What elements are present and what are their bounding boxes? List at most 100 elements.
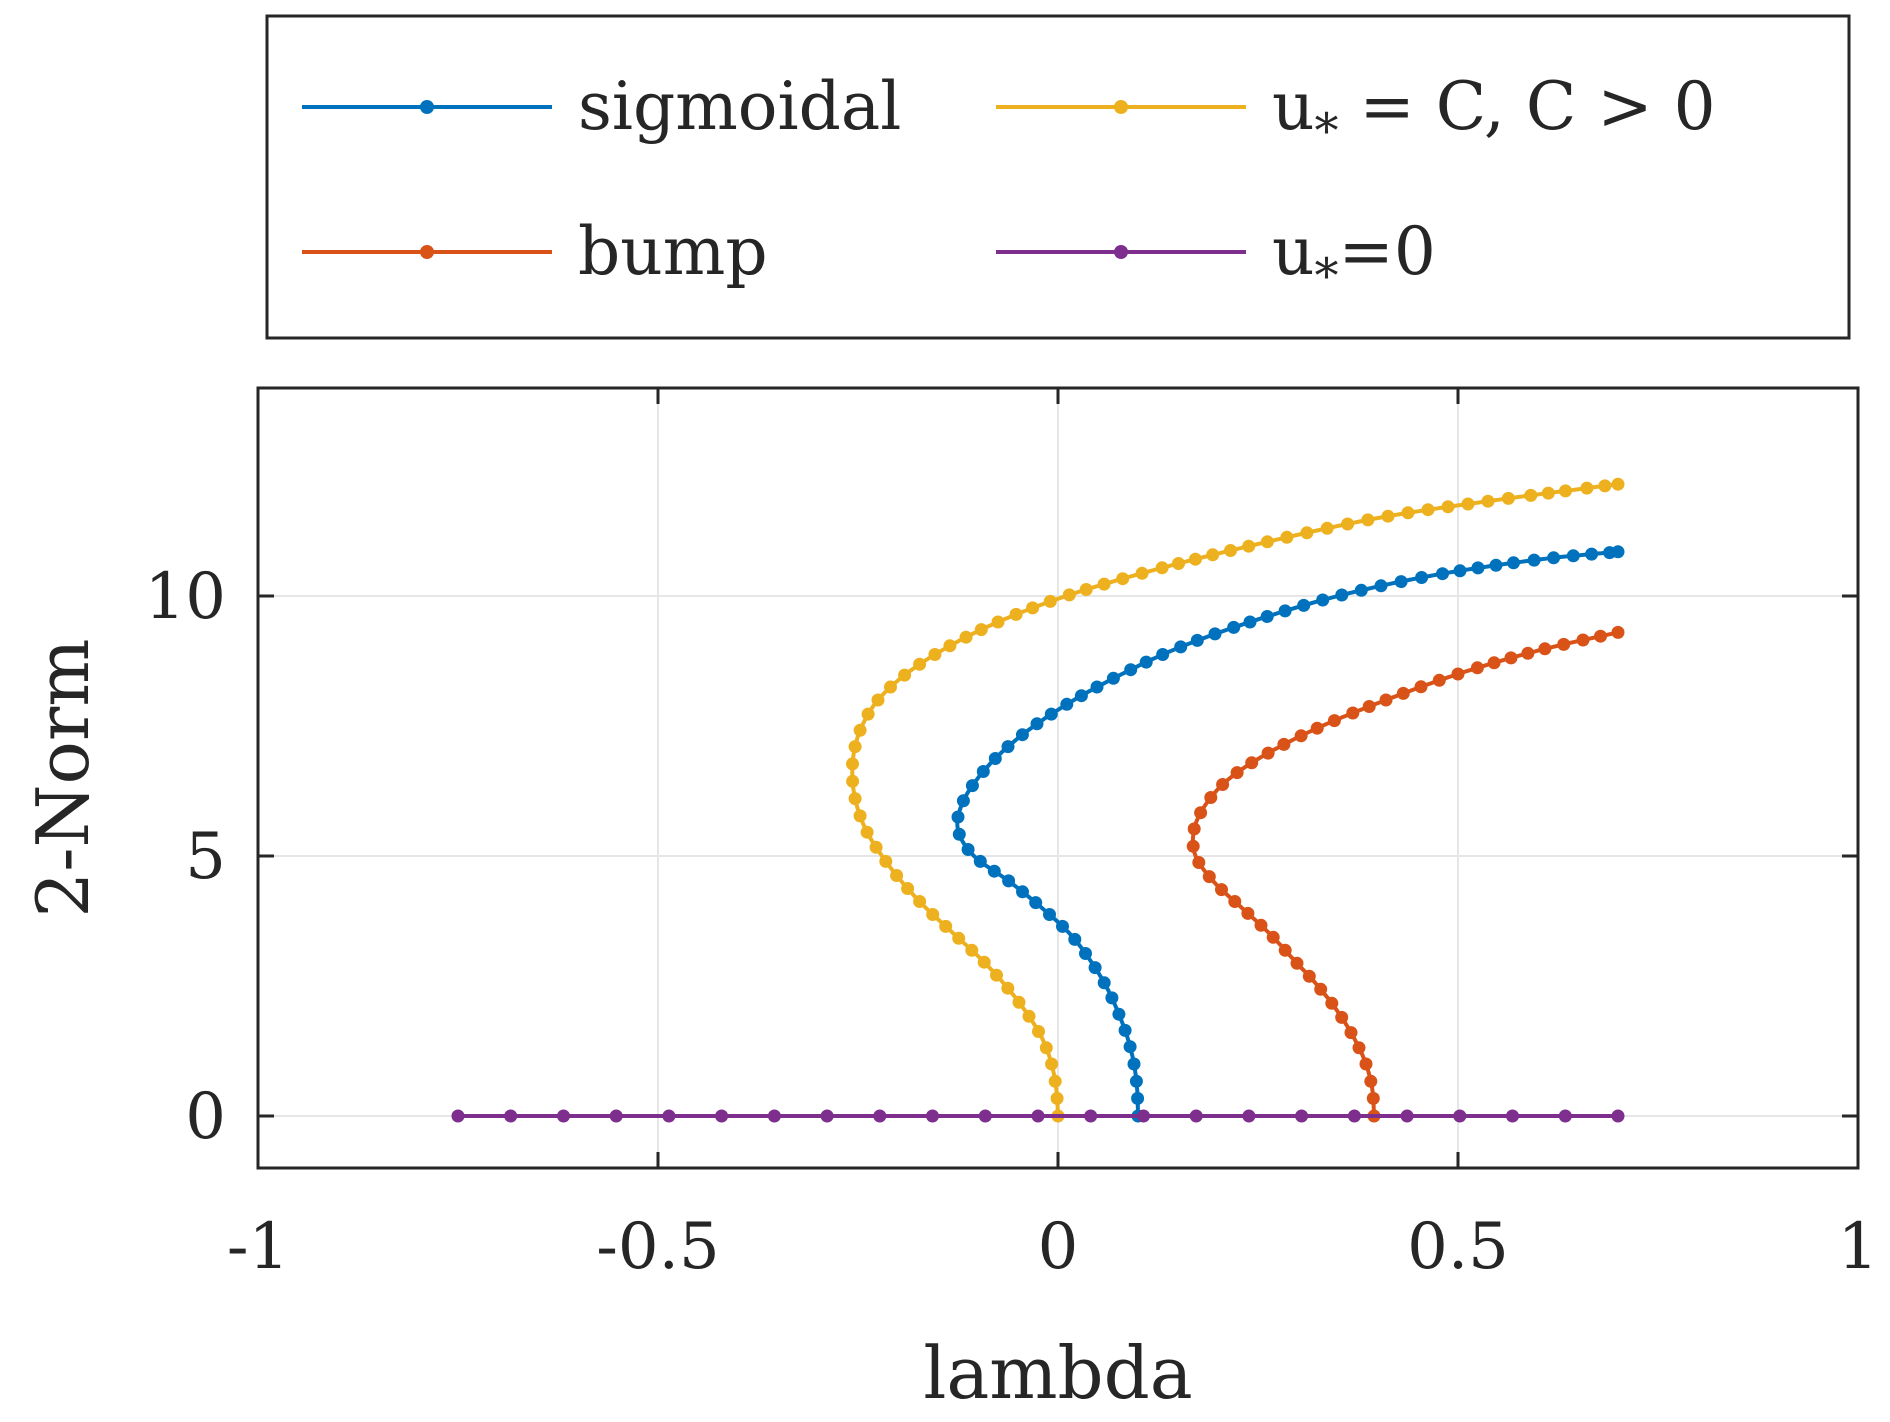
series-3 [451,1109,1625,1123]
data-point [1481,494,1495,508]
data-point [767,1109,781,1123]
data-point [1501,491,1515,505]
data-point [1030,717,1044,731]
data-point [977,955,991,969]
data-point [1029,896,1043,910]
data-point [1414,680,1428,694]
data-point [1538,642,1552,656]
data-point [1056,919,1069,933]
data-point [1079,583,1093,596]
data-point [1470,661,1484,675]
axes [256,386,1860,1170]
data-point [976,765,990,778]
data-point [1242,1109,1256,1123]
data-point [1245,756,1259,770]
data-point [973,854,987,868]
data-point [1241,906,1255,920]
legend-marker [1114,100,1128,114]
data-point [1436,567,1449,581]
data-point [1155,561,1169,575]
data-point [1611,1109,1625,1123]
data-point [1327,714,1341,728]
data-point [898,668,912,682]
data-point [1344,1026,1358,1040]
grid [257,388,1859,1168]
x-tick-label: 0 [1038,1210,1079,1284]
data-point [1224,544,1237,557]
data-point [1216,778,1230,791]
data-point [1189,1109,1203,1123]
data-point [504,1109,518,1123]
data-point [1012,995,1026,1009]
series-0 [951,545,1625,1123]
data-point [1441,500,1455,514]
data-point [1079,947,1092,960]
data-point [853,809,867,823]
data-point [1260,610,1274,623]
data-point [965,779,979,793]
data-point [1541,486,1555,500]
legend: sigmoidal bump u* = C, C > 0 u*=0 [265,14,1851,340]
data-point [1105,991,1119,1005]
data-point [1471,561,1485,575]
legend-marker [1114,245,1128,259]
data-point [1611,625,1625,639]
data-point [1374,579,1388,593]
data-point [1394,575,1408,589]
data-point [987,864,1001,878]
data-point [609,1109,623,1123]
data-point [1090,680,1104,694]
data-point [913,895,927,908]
series-2 [846,477,1625,1123]
data-point [928,648,942,661]
data-point [1202,870,1216,884]
legend-item-0: sigmoidal [302,68,901,145]
data-point [1050,1091,1064,1105]
data-point [1558,1109,1572,1123]
data-point [869,840,883,854]
data-point [1137,1109,1150,1123]
y-tick-label: 5 [185,820,226,894]
data-point [1230,766,1244,780]
data-point [451,1109,465,1123]
data-point [1566,549,1580,563]
data-point [1097,976,1111,990]
x-tick-label: -0.5 [596,1210,719,1284]
data-point [846,757,859,771]
legend-marker [420,245,434,259]
data-point [943,639,957,653]
data-point [1381,509,1395,523]
data-point [1415,571,1429,584]
data-point [1129,1074,1143,1088]
data-point [1188,552,1202,566]
data-point [1352,1041,1366,1055]
data-point [1576,633,1590,647]
data-point [860,825,874,839]
data-point [1300,526,1314,540]
data-point [1123,1040,1137,1054]
data-point [1043,908,1056,921]
data-point [1594,629,1607,643]
data-point [1320,521,1334,535]
data-point [1346,706,1360,720]
data-point [952,827,966,841]
data-point [951,810,965,824]
data-point [846,774,860,788]
data-point [959,630,973,644]
data-point [1559,484,1572,498]
data-point [1124,663,1138,677]
data-point [901,882,915,895]
data-point [1504,651,1518,665]
data-point [1611,545,1625,559]
data-point [1295,1109,1309,1123]
data-point [1039,1041,1053,1055]
data-point [1359,1057,1373,1071]
data-point [961,843,975,856]
series-layer [451,477,1625,1123]
data-point [1277,737,1291,751]
data-point [1001,740,1015,754]
data-point [926,1109,939,1123]
data-point [1362,700,1376,713]
data-point [1266,930,1280,944]
